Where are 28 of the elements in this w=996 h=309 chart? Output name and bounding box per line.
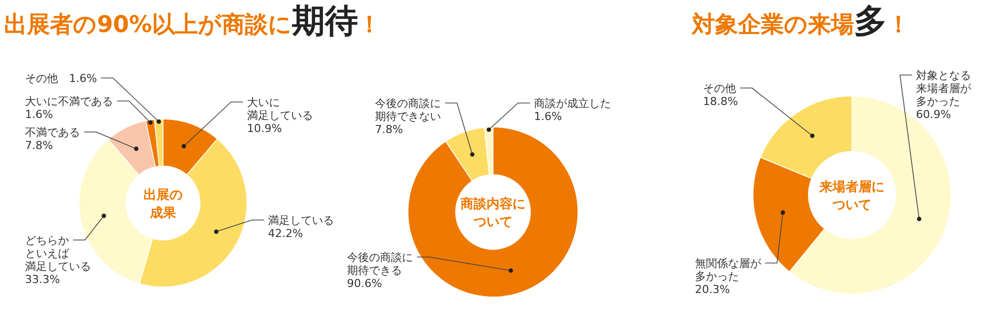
data-label: 7.8% [25, 139, 53, 152]
text: 来場者層について [818, 180, 884, 213]
slice-label: その他 1.6% [25, 72, 97, 85]
data-label: 10.9% [247, 122, 282, 135]
slice-label: 大いに不満である [25, 95, 113, 108]
data-label: 1.6% [534, 110, 562, 123]
data-label: 42.2% [268, 227, 303, 240]
slice-label: 不満である [25, 126, 80, 139]
slice-label: 満足している [268, 214, 334, 227]
chart-title: 対象企業の来場多！ [691, 1, 910, 40]
slice-label: 今後の商談に期待できる [347, 251, 413, 277]
slice-label: その他 [703, 82, 736, 95]
data-label: 90.6% [347, 277, 382, 290]
slice-label: 対象となる来場者層が多かった [916, 69, 972, 108]
data-label: 60.9% [916, 108, 951, 121]
slice-label: 大いに満足している [247, 96, 313, 122]
data-label: 33.3% [25, 273, 60, 286]
slice-label: 商談が成立した [534, 97, 611, 110]
text: 商談内容について [460, 196, 526, 230]
slice-label: どちらかといえば満足している [25, 234, 91, 273]
data-label: 1.6% [25, 108, 53, 121]
data-label: 18.8% [703, 95, 738, 108]
data-label: 7.8% [375, 123, 403, 136]
chart-title: 出展者の90%以上が商談に期待！ [4, 1, 382, 40]
text: 出展の成果 [144, 188, 182, 221]
slice-label: 今後の商談に期待できない [375, 97, 441, 123]
slice-label: 無関係な層が多かった [695, 257, 762, 283]
data-label: 20.3% [695, 283, 730, 296]
